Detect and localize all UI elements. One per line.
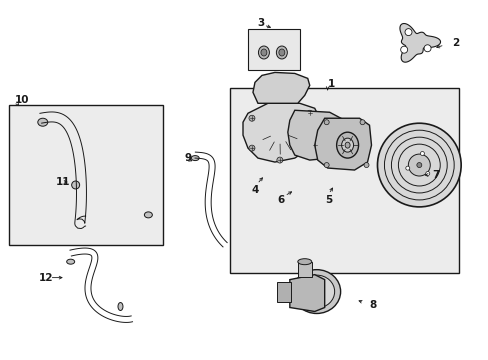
Polygon shape [314, 118, 371, 170]
Text: 5: 5 [324, 195, 331, 205]
Ellipse shape [311, 142, 317, 148]
Bar [276, 282, 290, 302]
Ellipse shape [405, 166, 409, 170]
Text: 1: 1 [327, 79, 334, 89]
Ellipse shape [416, 163, 421, 167]
Polygon shape [252, 72, 309, 103]
Text: 8: 8 [369, 300, 376, 310]
Ellipse shape [400, 46, 407, 53]
Ellipse shape [407, 154, 429, 176]
Text: 10: 10 [15, 95, 29, 105]
Ellipse shape [261, 49, 266, 56]
Ellipse shape [191, 156, 199, 161]
Ellipse shape [324, 163, 328, 167]
Ellipse shape [258, 46, 269, 59]
Ellipse shape [423, 45, 430, 52]
Ellipse shape [345, 142, 349, 148]
Ellipse shape [276, 157, 282, 163]
Ellipse shape [278, 49, 285, 56]
Text: 7: 7 [431, 170, 439, 180]
Ellipse shape [118, 302, 122, 310]
Ellipse shape [420, 152, 424, 156]
Bar [297, 262, 311, 276]
Ellipse shape [377, 123, 460, 207]
Text: 9: 9 [184, 153, 191, 163]
Ellipse shape [292, 270, 340, 314]
Bar [9, 105, 163, 245]
Ellipse shape [425, 171, 429, 176]
Text: 4: 4 [251, 185, 259, 195]
Text: 12: 12 [39, 273, 53, 283]
Bar [229, 88, 458, 273]
Ellipse shape [38, 118, 48, 126]
Ellipse shape [404, 29, 411, 36]
Polygon shape [243, 103, 319, 162]
Ellipse shape [324, 120, 328, 125]
Ellipse shape [66, 259, 75, 264]
Ellipse shape [297, 259, 311, 265]
Ellipse shape [248, 115, 254, 121]
Bar [247, 28, 299, 71]
Ellipse shape [72, 181, 80, 189]
Ellipse shape [336, 132, 358, 158]
Ellipse shape [363, 163, 368, 167]
Text: 2: 2 [451, 37, 459, 48]
Polygon shape [399, 23, 440, 62]
Polygon shape [289, 275, 324, 311]
Ellipse shape [306, 110, 312, 116]
Text: 11: 11 [56, 177, 70, 187]
Ellipse shape [144, 212, 152, 218]
Ellipse shape [248, 145, 254, 151]
Polygon shape [287, 110, 347, 160]
Ellipse shape [359, 120, 364, 125]
Ellipse shape [341, 138, 353, 152]
Ellipse shape [298, 275, 334, 308]
Text: 3: 3 [256, 18, 264, 28]
Text: 6: 6 [277, 195, 285, 205]
Ellipse shape [276, 46, 287, 59]
